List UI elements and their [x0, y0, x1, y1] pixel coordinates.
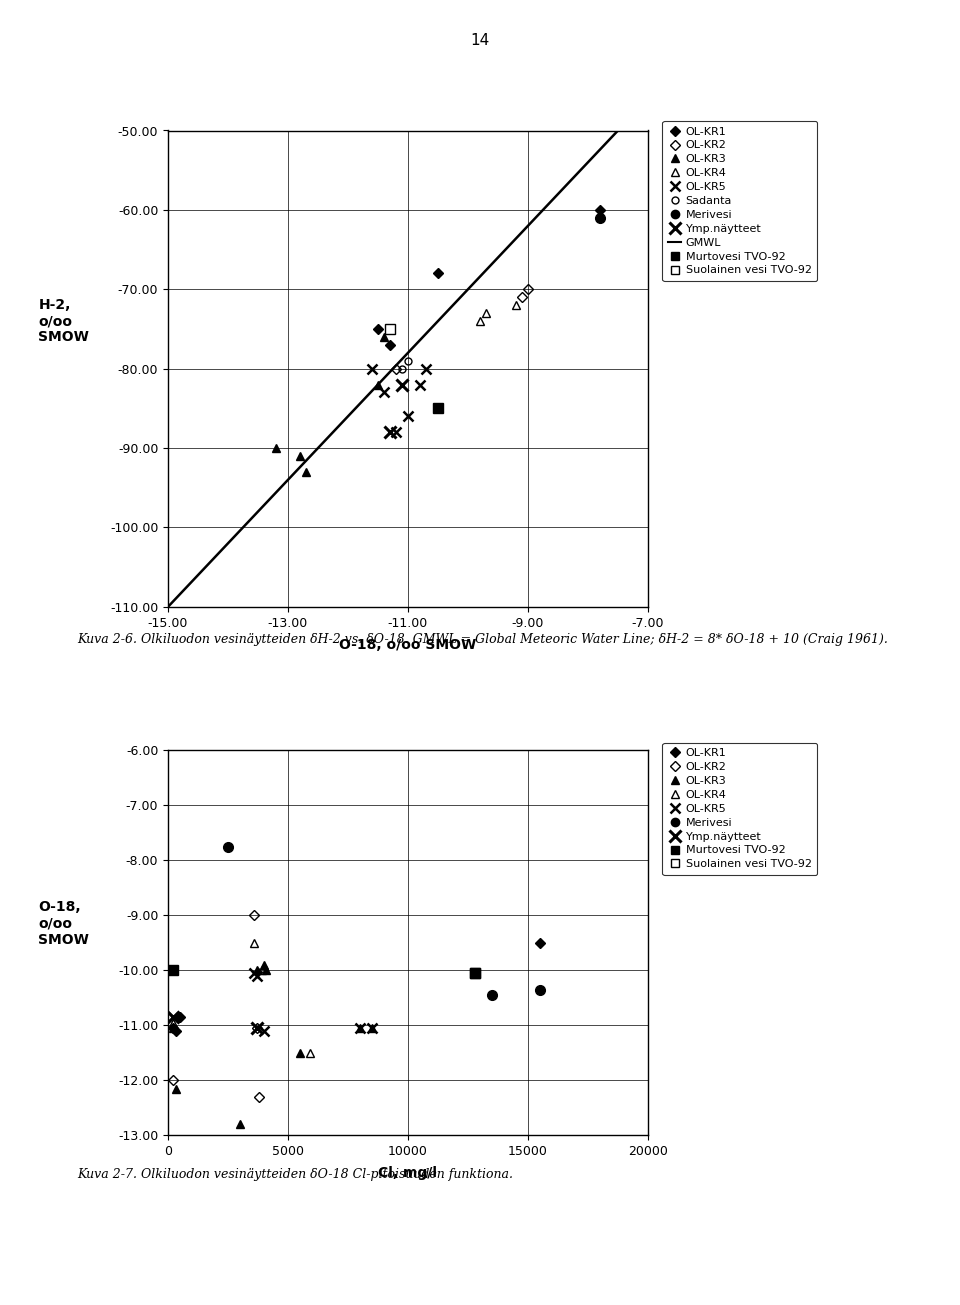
Text: Kuva 2-6. Olkiluodon vesinäytteiden δH-2 vs. δO-18. GMWL = Global Meteoric Water: Kuva 2-6. Olkiluodon vesinäytteiden δH-2…	[77, 633, 888, 646]
X-axis label: O-18, o/oo SMOW: O-18, o/oo SMOW	[340, 638, 476, 652]
X-axis label: Cl, mg/l: Cl, mg/l	[378, 1167, 438, 1181]
Text: 14: 14	[470, 33, 490, 47]
Legend: OL-KR1, OL-KR2, OL-KR3, OL-KR4, OL-KR5, Sadanta, Merivesi, Ymp.näytteet, GMWL, M: OL-KR1, OL-KR2, OL-KR3, OL-KR4, OL-KR5, …	[662, 121, 817, 281]
Text: Kuva 2-7. Olkiluodon vesinäytteiden δO-18 Cl-pitoisuuden funktiona.: Kuva 2-7. Olkiluodon vesinäytteiden δO-1…	[77, 1168, 513, 1181]
Legend: OL-KR1, OL-KR2, OL-KR3, OL-KR4, OL-KR5, Merivesi, Ymp.näytteet, Murtovesi TVO-92: OL-KR1, OL-KR2, OL-KR3, OL-KR4, OL-KR5, …	[662, 743, 817, 874]
Text: H-2,
o/oo
SMOW: H-2, o/oo SMOW	[38, 298, 89, 345]
Text: O-18,
o/oo
SMOW: O-18, o/oo SMOW	[38, 900, 89, 947]
